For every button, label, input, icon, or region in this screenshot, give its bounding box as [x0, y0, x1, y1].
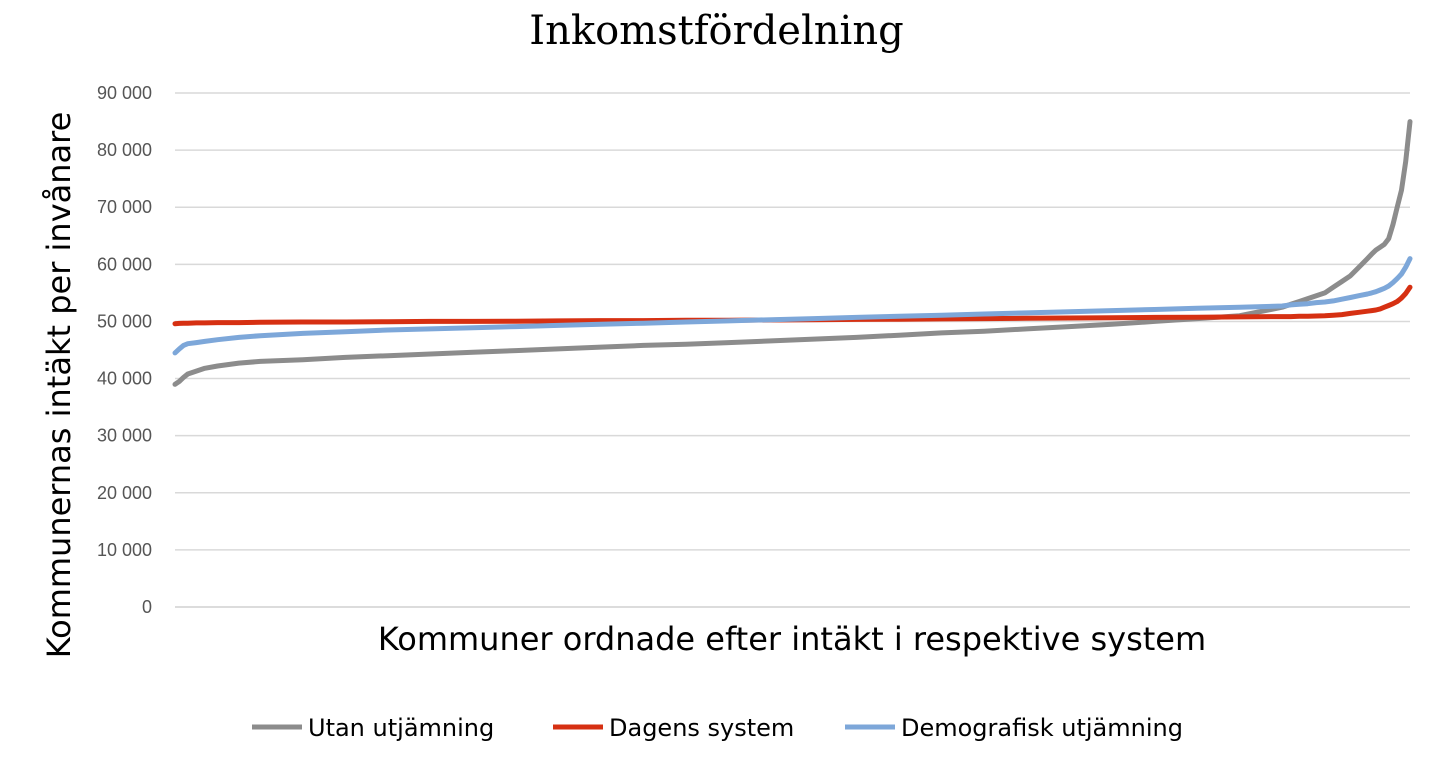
legend: Utan utjämning Dagens system Demografisk u…	[252, 714, 1183, 742]
gridlines	[175, 92, 1410, 551]
y-axis-title: Kommunernas intäkt per invånare	[40, 112, 78, 659]
y-tick-label: 70 000	[97, 197, 152, 217]
y-tick-label: 10 000	[97, 540, 152, 560]
y-tick-label: 80 000	[97, 140, 152, 160]
x-axis-title: Kommuner ordnade efter intäkt i respekti…	[378, 620, 1206, 658]
series-line-1	[172, 119, 1413, 387]
legend-label-1: Utan utjämning	[308, 714, 494, 742]
y-tick-label: 90 000	[97, 83, 152, 103]
y-tick-label: 40 000	[97, 369, 152, 389]
y-tick-label: 30 000	[97, 426, 152, 446]
legend-label-2: Dagens system	[609, 714, 794, 742]
legend-label-3: Demografisk utjämning	[901, 714, 1183, 742]
chart-title: Inkomstfördelning	[529, 8, 904, 54]
y-tick-labels: 0 10 000 20 000 30 000 40 000 50 000 60 000 70 …	[97, 83, 152, 617]
series-line-2	[172, 284, 1413, 327]
y-tick-label: 0	[142, 597, 152, 617]
y-tick-label: 60 000	[97, 254, 152, 274]
series-line-3	[172, 256, 1413, 356]
y-tick-label: 50 000	[97, 311, 152, 331]
series-lines	[172, 119, 1413, 387]
y-tick-label: 20 000	[97, 483, 152, 503]
